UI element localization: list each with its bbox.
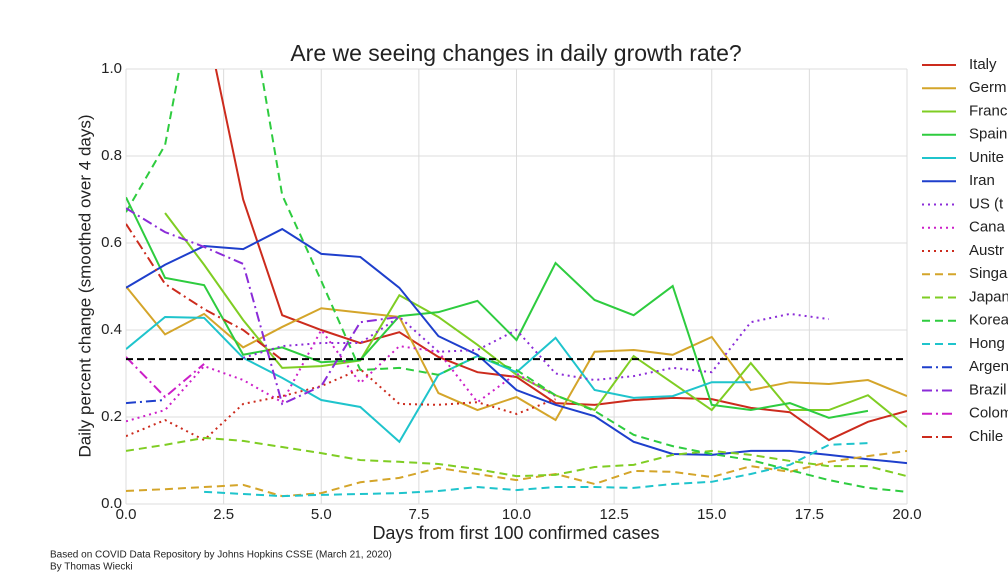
legend-label: Brazil	[969, 381, 1007, 398]
x-tick-label: 0.0	[116, 506, 137, 523]
source-note: Based on COVID Data Repository by Johns …	[50, 550, 392, 561]
legend-label: Argen	[969, 358, 1008, 375]
x-tick-label: 10.0	[502, 506, 531, 523]
series-line	[126, 356, 205, 399]
series-line	[164, 212, 907, 428]
x-tick-label: 20.0	[892, 506, 921, 523]
legend-label: Hong	[969, 335, 1005, 352]
y-tick-label: 1.0	[101, 60, 122, 77]
legend-label: Iran	[969, 172, 995, 189]
series-line	[242, 312, 830, 382]
series-line	[214, 69, 907, 442]
series-line	[126, 436, 907, 478]
plot-area	[126, 69, 907, 498]
legend-label: Singa	[969, 265, 1008, 282]
legend-label: Austr	[969, 242, 1004, 259]
legend-label: Cana	[969, 219, 1006, 236]
x-tick-label: 2.5	[213, 506, 234, 523]
series-line	[126, 285, 907, 422]
legend-label: Korea	[969, 312, 1008, 329]
x-tick-label: 5.0	[311, 506, 332, 523]
series-line	[126, 227, 907, 465]
author-note: By Thomas Wiecki	[50, 562, 133, 573]
series-line	[126, 449, 907, 498]
y-tick-label: 0.6	[101, 234, 122, 251]
x-tick-label: 7.5	[408, 506, 429, 523]
x-tick-label: 12.5	[600, 506, 629, 523]
series-line	[126, 196, 869, 419]
x-axis-label: Days from first 100 confirmed cases	[372, 523, 659, 543]
x-tick-label: 17.5	[795, 506, 824, 523]
chart-title: Are we seeing changes in daily growth ra…	[290, 40, 741, 66]
series-line	[126, 328, 557, 423]
y-axis-label: Daily percent change (smoothed over 4 da…	[75, 114, 94, 457]
legend-label: Japan	[969, 288, 1008, 305]
y-tick-label: 0.4	[101, 321, 122, 338]
legend-label: Franc	[969, 102, 1008, 119]
y-tick-label: 0.8	[101, 147, 122, 164]
y-tick-label: 0.0	[101, 495, 122, 512]
series-line	[126, 223, 283, 361]
x-tick-label: 15.0	[697, 506, 726, 523]
legend-label: Germ	[969, 79, 1007, 96]
series-line	[126, 69, 907, 493]
series-line	[126, 367, 556, 442]
legend-label: Spain	[969, 126, 1007, 143]
legend-label: Unite	[969, 149, 1004, 166]
legend-label: Colom	[969, 405, 1008, 422]
series-line	[204, 442, 868, 498]
legend-label: Italy	[969, 56, 997, 73]
legend-label: Chile	[969, 428, 1003, 445]
legend-label: US (t	[969, 195, 1004, 212]
series-line	[126, 399, 166, 405]
series-line	[126, 207, 400, 406]
y-tick-label: 0.2	[101, 408, 122, 425]
